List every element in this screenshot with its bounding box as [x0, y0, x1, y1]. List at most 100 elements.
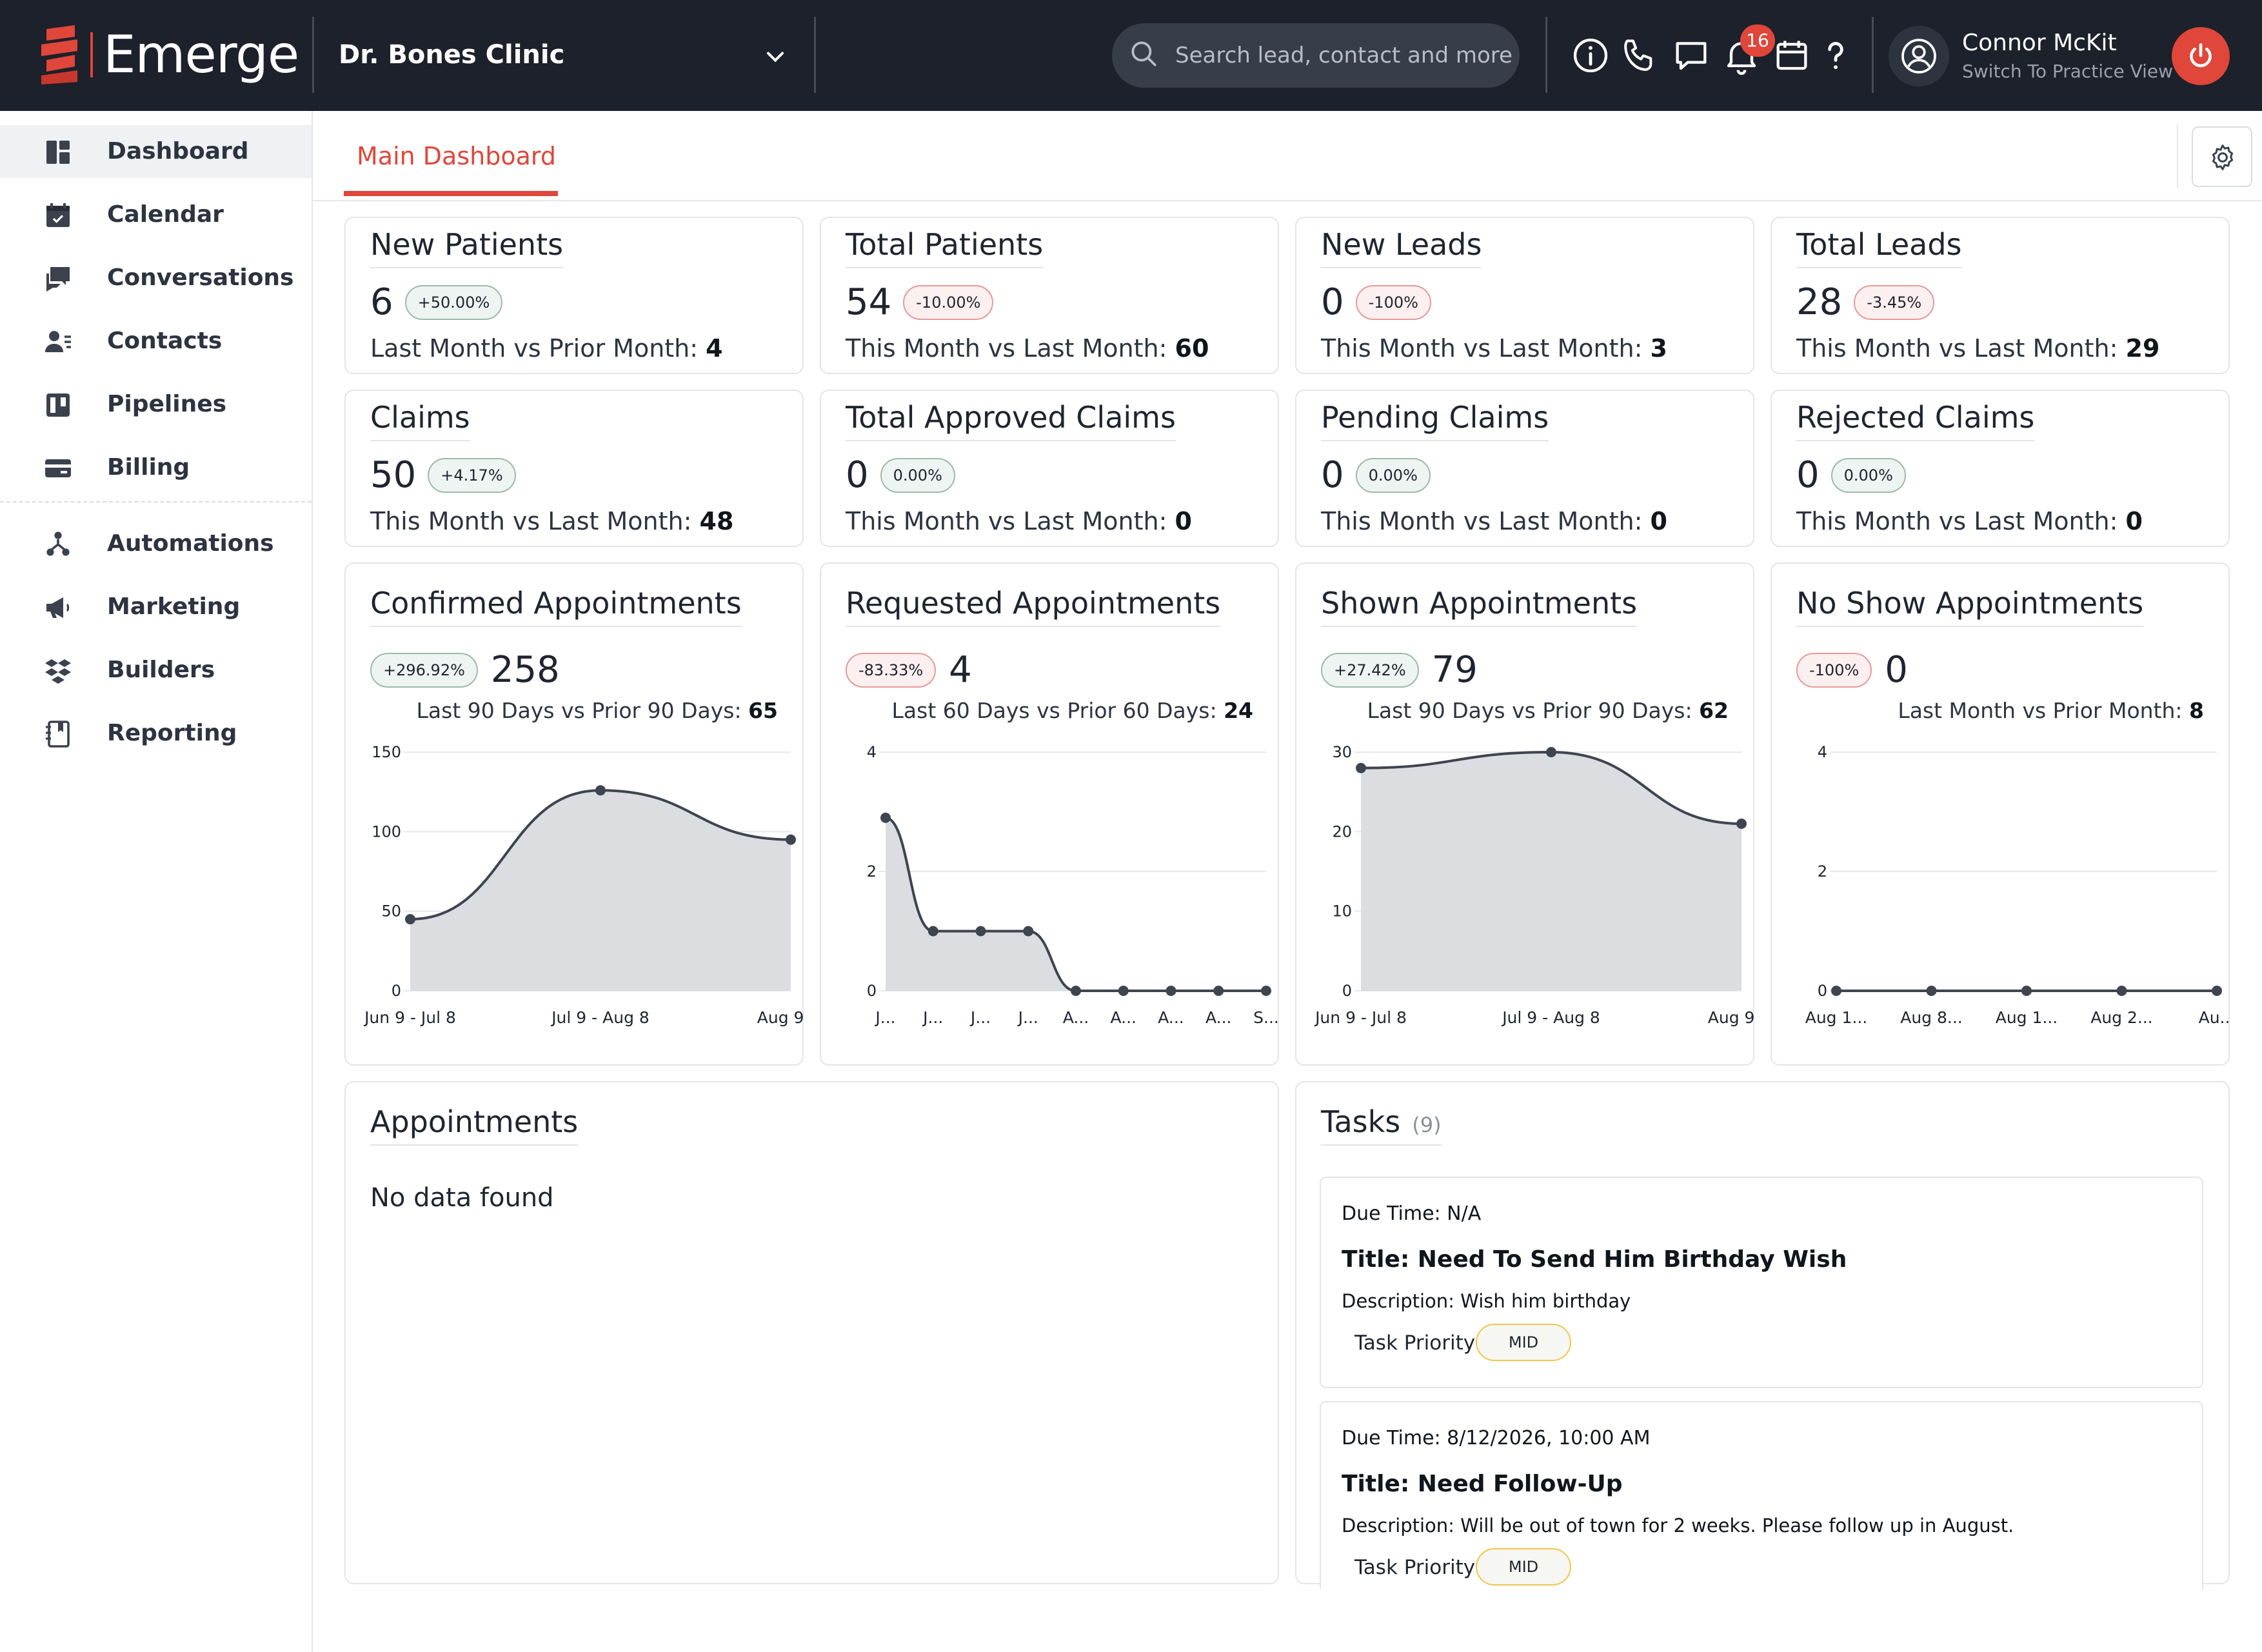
reporting-icon — [46, 721, 70, 748]
comparison-label: This Month vs Last Month: — [846, 334, 1175, 363]
sidebar-item-automations[interactable]: Automations — [0, 517, 312, 570]
stat-comparison: Last Month vs Prior Month: 8 — [1898, 698, 2204, 723]
task-item[interactable]: Due Time: N/A Title: Need To Send Him Bi… — [1320, 1177, 2203, 1388]
sidebar-item-pipelines[interactable]: Pipelines — [0, 378, 312, 431]
search-bar[interactable]: Search lead, contact and more — [1112, 23, 1520, 88]
sidebar-item-dashboard[interactable]: Dashboard — [0, 125, 312, 178]
active-tab-indicator — [344, 191, 558, 196]
comparison-value: 4 — [706, 334, 723, 363]
chevron-down-icon[interactable] — [761, 43, 789, 71]
y-tick-label: 30 — [1332, 743, 1352, 761]
clinic-selector[interactable]: Dr. Bones Clinic — [339, 40, 565, 70]
y-tick-label: 10 — [1332, 902, 1352, 921]
task-list[interactable]: Due Time: N/A Title: Need To Send Him Bi… — [1320, 1177, 2203, 1589]
x-tick-label: Jun 9 - Jul 8 — [363, 1008, 456, 1027]
priority-badge: MID — [1476, 1548, 1571, 1586]
appt-card-requested[interactable]: Requested Appointments -83.33% 4 Last 60 … — [820, 562, 1279, 1066]
y-tick-label: 50 — [381, 902, 401, 921]
x-tick-label: Aug 9 ... — [757, 1008, 804, 1027]
y-tick-label: 2 — [867, 862, 877, 881]
sidebar-item-billing[interactable]: Billing — [0, 441, 312, 494]
card-title: Shown Appointments — [1321, 586, 1638, 627]
comparison-label: This Month vs Last Month: — [370, 507, 700, 535]
data-point — [1071, 986, 1081, 996]
user-name[interactable]: Connor McKit — [1962, 30, 2117, 56]
notification-badge: 16 — [1740, 25, 1775, 57]
stat-card-total-leads[interactable]: Total Leads 28 -3.45% This Month vs Last … — [1771, 217, 2230, 374]
stat-card-pending-claims[interactable]: Pending Claims 0 0.00% This Month vs Last… — [1295, 390, 1754, 547]
stat-comparison: Last 90 Days vs Prior 90 Days: 65 — [417, 698, 778, 723]
task-item[interactable]: Due Time: 8/12/2026, 10:00 AM Title: Nee… — [1320, 1401, 2203, 1589]
y-tick-label: 4 — [867, 743, 877, 761]
stat-value: 0 — [1321, 454, 1344, 496]
stat-card-approved-claims[interactable]: Total Approved Claims 0 0.00% This Month … — [820, 390, 1279, 547]
logo-divider — [90, 32, 93, 77]
stat-card-rejected-claims[interactable]: Rejected Claims 0 0.00% This Month vs Las… — [1771, 390, 2230, 547]
logo[interactable]: Emerge — [41, 25, 299, 85]
appt-card-confirmed[interactable]: Confirmed Appointments +296.92% 258 Last … — [344, 562, 804, 1066]
calendar-icon[interactable] — [1771, 35, 1812, 76]
data-point — [1736, 819, 1747, 829]
sidebar-item-contacts[interactable]: Contacts — [0, 315, 312, 368]
megaphone-icon — [46, 597, 70, 618]
stat-card-claims[interactable]: Claims 50 +4.17% This Month vs Last Month… — [344, 390, 804, 547]
stat-comparison: Last 60 Days vs Prior 60 Days: 24 — [892, 698, 1253, 723]
change-badge: +296.92% — [370, 652, 478, 688]
logout-button[interactable] — [2172, 27, 2230, 85]
stat-comparison: This Month vs Last Month: 48 — [370, 507, 733, 535]
data-point — [2116, 986, 2127, 996]
sidebar-item-marketing[interactable]: Marketing — [0, 581, 312, 633]
comparison-value: 0 — [2125, 507, 2143, 535]
help-icon[interactable] — [1815, 35, 1856, 76]
conversations-icon — [46, 267, 70, 292]
sidebar-item-label: Calendar — [107, 201, 224, 228]
phone-icon[interactable] — [1619, 35, 1660, 76]
tasks-count: (9) — [1412, 1113, 1442, 1137]
switch-view-link[interactable]: Switch To Practice View — [1962, 61, 2174, 82]
stat-card-new-leads[interactable]: New Leads 0 -100% This Month vs Last Mont… — [1295, 217, 1754, 374]
x-tick-label: S... — [1253, 1008, 1279, 1027]
sidebar-item-conversations[interactable]: Conversations — [0, 252, 312, 304]
data-point — [2212, 986, 2222, 996]
tab-bar: Main Dashboard — [313, 111, 2262, 201]
x-tick-label: Jun 9 - Jul 8 — [1314, 1008, 1407, 1027]
pipelines-icon — [46, 393, 70, 417]
stat-comparison: This Month vs Last Month: 3 — [1321, 334, 1667, 363]
sidebar-item-calendar[interactable]: Calendar — [0, 188, 312, 241]
sidebar-item-reporting[interactable]: Reporting — [0, 707, 312, 760]
sidebar-item-builders[interactable]: Builders — [0, 644, 312, 697]
series-line — [410, 789, 791, 921]
tasks-panel: Tasks (9) Due Time: N/A Title: Need To Se… — [1295, 1081, 2230, 1589]
sidebar-item-label: Marketing — [107, 593, 241, 620]
y-tick-label: 20 — [1332, 822, 1352, 841]
avatar[interactable] — [1889, 26, 1949, 86]
change-badge: +27.42% — [1321, 652, 1419, 688]
power-icon — [2190, 43, 2212, 68]
appt-card-no-show[interactable]: No Show Appointments -100% 0 Last Month v… — [1771, 562, 2230, 1066]
stat-card-new-patients[interactable]: New Patients 6 +50.00% Last Month vs Prio… — [344, 217, 804, 374]
stat-value: 54 — [846, 281, 892, 323]
stat-comparison: This Month vs Last Month: 60 — [846, 334, 1209, 363]
requested-appointments-chart: 0 2 4 J... J... J... J... A... A... A... A... S... — [867, 743, 1279, 1027]
comparison-value: 48 — [699, 507, 734, 535]
card-title: Total Leads — [1796, 227, 1962, 268]
appt-card-shown[interactable]: Shown Appointments +27.42% 79 Last 90 Day… — [1295, 562, 1754, 1066]
header-divider — [1872, 17, 1874, 93]
dashboard-settings-button[interactable] — [2192, 126, 2252, 187]
data-point — [1213, 986, 1224, 996]
data-point — [405, 914, 415, 924]
tab-main-dashboard[interactable]: Main Dashboard — [357, 142, 556, 170]
series-area — [410, 790, 791, 991]
comparison-label: Last Month vs Prior Month: — [370, 334, 706, 363]
search-input[interactable]: Search lead, contact and more — [1175, 43, 1513, 68]
data-point — [786, 834, 796, 845]
stat-value: 0 — [846, 454, 869, 496]
stat-card-total-patients[interactable]: Total Patients 54 -10.00% This Month vs L… — [820, 217, 1279, 374]
comparison-value: 62 — [1699, 698, 1729, 723]
x-tick-label: J... — [1017, 1008, 1038, 1027]
x-tick-label: A... — [1110, 1008, 1136, 1027]
y-tick-label: 150 — [372, 743, 401, 761]
chat-icon[interactable] — [1671, 35, 1712, 76]
comparison-value: 24 — [1224, 698, 1253, 723]
info-icon[interactable] — [1570, 35, 1611, 76]
